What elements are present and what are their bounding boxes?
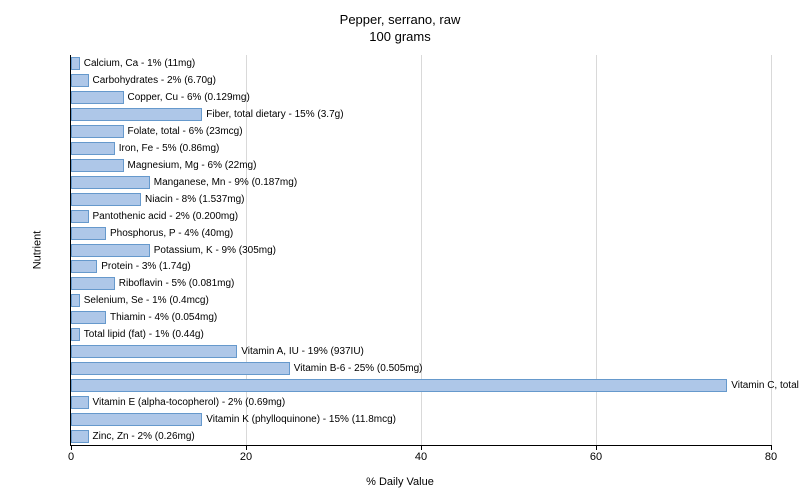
- bar: [71, 159, 124, 172]
- bar: [71, 379, 727, 392]
- bar: [71, 277, 115, 290]
- bar-row: Magnesium, Mg - 6% (22mg): [71, 159, 771, 172]
- bar: [71, 430, 89, 443]
- bar-label: Vitamin B-6 - 25% (0.505mg): [290, 362, 423, 375]
- bar: [71, 142, 115, 155]
- x-tick-mark: [771, 445, 772, 450]
- x-tick-label: 40: [415, 451, 427, 463]
- x-tick-label: 60: [590, 451, 602, 463]
- bar-row: Calcium, Ca - 1% (11mg): [71, 57, 771, 70]
- bar: [71, 210, 89, 223]
- x-tick-label: 80: [765, 451, 777, 463]
- bar: [71, 125, 124, 138]
- bar-label: Vitamin C, total ascorbic acid - 75% (44…: [727, 379, 800, 392]
- bar-label: Folate, total - 6% (23mcg): [124, 125, 243, 138]
- bar: [71, 57, 80, 70]
- bar: [71, 74, 89, 87]
- bar: [71, 91, 124, 104]
- bar-row: Vitamin B-6 - 25% (0.505mg): [71, 362, 771, 375]
- bar-label: Vitamin E (alpha-tocopherol) - 2% (0.69m…: [89, 396, 286, 409]
- bar-row: Manganese, Mn - 9% (0.187mg): [71, 176, 771, 189]
- bar: [71, 396, 89, 409]
- x-tick-mark: [421, 445, 422, 450]
- bar: [71, 311, 106, 324]
- bar-row: Niacin - 8% (1.537mg): [71, 193, 771, 206]
- bar-row: Iron, Fe - 5% (0.86mg): [71, 142, 771, 155]
- bar-label: Magnesium, Mg - 6% (22mg): [124, 159, 257, 172]
- bar: [71, 108, 202, 121]
- bar-row: Protein - 3% (1.74g): [71, 260, 771, 273]
- x-tick-mark: [71, 445, 72, 450]
- x-axis-label: % Daily Value: [0, 476, 800, 488]
- x-tick-mark: [596, 445, 597, 450]
- chart-title: Pepper, serrano, raw 100 grams: [0, 0, 800, 46]
- x-tick-label: 0: [68, 451, 74, 463]
- bar-row: Potassium, K - 9% (305mg): [71, 244, 771, 257]
- plot-area: 020406080Calcium, Ca - 1% (11mg)Carbohyd…: [70, 55, 771, 446]
- bar-label: Copper, Cu - 6% (0.129mg): [124, 91, 250, 104]
- bar-label: Manganese, Mn - 9% (0.187mg): [150, 176, 297, 189]
- bar: [71, 328, 80, 341]
- bar-row: Riboflavin - 5% (0.081mg): [71, 277, 771, 290]
- bar-label: Vitamin K (phylloquinone) - 15% (11.8mcg…: [202, 413, 396, 426]
- bar: [71, 345, 237, 358]
- bar-label: Selenium, Se - 1% (0.4mcg): [80, 294, 209, 307]
- title-line-1: Pepper, serrano, raw: [340, 12, 461, 27]
- nutrient-chart: Pepper, serrano, raw 100 grams Nutrient …: [0, 0, 800, 500]
- bar-label: Phosphorus, P - 4% (40mg): [106, 227, 233, 240]
- bar-row: Zinc, Zn - 2% (0.26mg): [71, 430, 771, 443]
- y-axis-label: Nutrient: [31, 231, 43, 270]
- bar-row: Vitamin C, total ascorbic acid - 75% (44…: [71, 379, 771, 392]
- bar-label: Zinc, Zn - 2% (0.26mg): [89, 430, 195, 443]
- bar-label: Pantothenic acid - 2% (0.200mg): [89, 210, 239, 223]
- bar-label: Calcium, Ca - 1% (11mg): [80, 57, 196, 70]
- bar-row: Folate, total - 6% (23mcg): [71, 125, 771, 138]
- bar-row: Total lipid (fat) - 1% (0.44g): [71, 328, 771, 341]
- bar-row: Thiamin - 4% (0.054mg): [71, 311, 771, 324]
- bar: [71, 176, 150, 189]
- x-tick-label: 20: [240, 451, 252, 463]
- title-line-2: 100 grams: [369, 29, 430, 44]
- bar-label: Thiamin - 4% (0.054mg): [106, 311, 217, 324]
- bar: [71, 413, 202, 426]
- bar: [71, 227, 106, 240]
- bar-row: Pantothenic acid - 2% (0.200mg): [71, 210, 771, 223]
- bar-row: Carbohydrates - 2% (6.70g): [71, 74, 771, 87]
- bar-label: Protein - 3% (1.74g): [97, 260, 191, 273]
- x-tick-mark: [246, 445, 247, 450]
- bar: [71, 244, 150, 257]
- bar: [71, 193, 141, 206]
- bar-row: Vitamin K (phylloquinone) - 15% (11.8mcg…: [71, 413, 771, 426]
- bar-label: Vitamin A, IU - 19% (937IU): [237, 345, 364, 358]
- bar-row: Selenium, Se - 1% (0.4mcg): [71, 294, 771, 307]
- bar-label: Total lipid (fat) - 1% (0.44g): [80, 328, 204, 341]
- bar-label: Iron, Fe - 5% (0.86mg): [115, 142, 220, 155]
- bar-row: Copper, Cu - 6% (0.129mg): [71, 91, 771, 104]
- bar-label: Riboflavin - 5% (0.081mg): [115, 277, 235, 290]
- bar-label: Carbohydrates - 2% (6.70g): [89, 74, 216, 87]
- bar-row: Fiber, total dietary - 15% (3.7g): [71, 108, 771, 121]
- bar: [71, 362, 290, 375]
- bar: [71, 294, 80, 307]
- bar-row: Vitamin E (alpha-tocopherol) - 2% (0.69m…: [71, 396, 771, 409]
- bar-row: Vitamin A, IU - 19% (937IU): [71, 345, 771, 358]
- bar-label: Fiber, total dietary - 15% (3.7g): [202, 108, 343, 121]
- bar-label: Niacin - 8% (1.537mg): [141, 193, 244, 206]
- bar-row: Phosphorus, P - 4% (40mg): [71, 227, 771, 240]
- bar: [71, 260, 97, 273]
- bar-label: Potassium, K - 9% (305mg): [150, 244, 276, 257]
